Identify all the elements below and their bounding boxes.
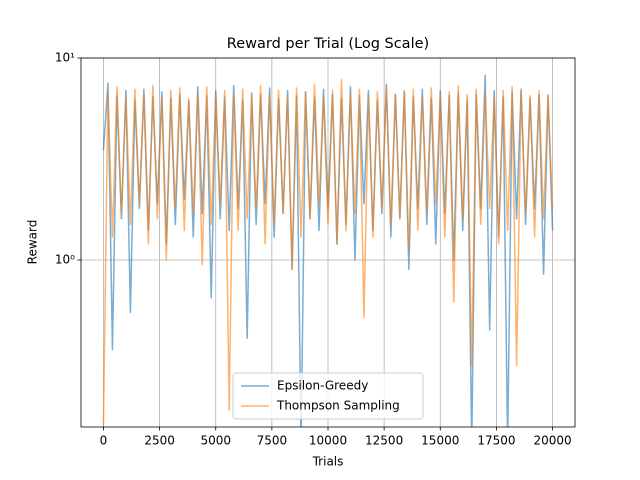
y-tick-label: 10⁰ <box>55 252 75 266</box>
x-tick-label: 0 <box>100 434 108 448</box>
legend-label: Epsilon-Greedy <box>277 379 368 393</box>
x-tick-label: 2500 <box>144 434 175 448</box>
x-tick-label: 5000 <box>200 434 231 448</box>
x-tick-label: 15000 <box>421 434 459 448</box>
x-tick-label: 20000 <box>533 434 571 448</box>
ticks: 0 2500 5000 7500 10000 12500 15000 17500 20000 10… <box>55 51 572 448</box>
legend-box <box>232 372 424 420</box>
y-axis-label: Reward <box>26 220 40 265</box>
x-tick-label: 12500 <box>365 434 403 448</box>
legend: Epsilon-Greedy Thompson Sampling <box>232 372 424 420</box>
series-line <box>102 79 554 427</box>
plot-area <box>102 74 554 427</box>
x-tick-label: 7500 <box>257 434 288 448</box>
y-tick-label: 10¹ <box>55 51 75 65</box>
x-tick-label: 10000 <box>309 434 347 448</box>
x-axis-label: Trials <box>312 455 344 469</box>
legend-label: Thompson Sampling <box>276 399 400 413</box>
x-tick-label: 17500 <box>477 434 515 448</box>
chart-title: Reward per Trial (Log Scale) <box>227 36 429 52</box>
